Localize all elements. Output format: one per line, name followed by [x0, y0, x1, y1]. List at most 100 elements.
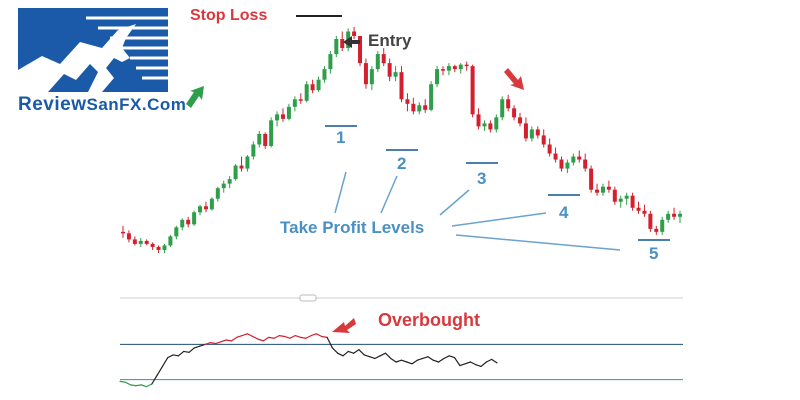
candle — [577, 150, 582, 163]
candle — [138, 237, 143, 247]
oscillator-segment — [145, 383, 153, 388]
candle — [245, 155, 250, 172]
candle — [269, 117, 274, 148]
candle — [239, 156, 244, 172]
candle-body — [518, 117, 523, 124]
oscillator-segment — [135, 384, 142, 387]
oscillator-segment — [491, 358, 498, 364]
candle — [571, 153, 576, 166]
candle — [227, 176, 232, 189]
pointer-line-2 — [380, 175, 398, 214]
candle-body — [523, 123, 528, 139]
candle-body — [399, 72, 404, 100]
oscillator-segment — [209, 342, 217, 345]
oscillator-segment — [368, 356, 376, 360]
candle-body — [192, 212, 197, 225]
candle — [132, 236, 137, 246]
brand-sub-text: SanFX.Com — [86, 95, 187, 114]
candle — [446, 63, 451, 76]
candle — [121, 225, 125, 238]
candle-body — [630, 195, 635, 208]
level-label-5: 5 — [649, 244, 659, 263]
candle-body — [411, 103, 416, 112]
candle-body — [126, 233, 131, 240]
candle-body — [529, 129, 534, 139]
candle-body — [571, 156, 576, 163]
candle-body — [138, 240, 143, 244]
candle — [358, 36, 363, 67]
candle-body — [636, 207, 641, 211]
candle-body — [654, 228, 659, 232]
oscillator-segment — [485, 358, 493, 363]
oscillator-segment — [305, 335, 312, 339]
candle — [275, 111, 280, 127]
candle — [233, 164, 238, 181]
oscillator-layer — [119, 333, 683, 388]
candle-body — [429, 84, 434, 110]
oscillator-segment — [204, 342, 211, 345]
candle — [280, 108, 285, 122]
candle — [310, 79, 315, 94]
candle — [304, 81, 309, 103]
candle — [144, 239, 149, 246]
oscillator-segment — [453, 357, 461, 367]
candle-body — [239, 165, 244, 169]
oscillator-segment — [257, 338, 264, 342]
candle — [458, 63, 463, 74]
candle-body — [541, 135, 546, 145]
candle — [654, 225, 659, 235]
oscillator-segment — [374, 355, 381, 360]
candle-body — [168, 236, 173, 246]
oscillator-segment — [225, 339, 233, 342]
candle — [322, 66, 327, 83]
candle-body — [132, 239, 137, 244]
candle-body — [180, 219, 185, 228]
oscillator-segment — [262, 336, 270, 342]
candle — [316, 76, 321, 92]
oscillator-segment — [416, 357, 424, 361]
candle — [452, 64, 457, 73]
candle — [156, 245, 161, 253]
candle — [298, 93, 303, 104]
candle-body — [642, 210, 647, 214]
candle-body — [606, 186, 611, 190]
candle-body — [512, 108, 517, 118]
oscillator-segment — [183, 350, 190, 353]
candle-body — [375, 54, 380, 70]
candle-body — [328, 54, 333, 70]
candle — [624, 192, 629, 205]
oscillator-segment — [459, 363, 466, 367]
candle — [215, 186, 220, 202]
oscillator-segment — [321, 335, 328, 338]
candle — [263, 132, 268, 149]
candle-body — [286, 106, 291, 119]
candle — [583, 153, 588, 172]
oscillator-segment — [161, 357, 169, 367]
candle — [417, 102, 422, 115]
oscillator-segment — [443, 355, 450, 360]
oscillator-segment — [246, 333, 254, 338]
candle — [375, 51, 380, 73]
candle-body — [672, 213, 677, 217]
trend-down-arrow-icon — [504, 68, 524, 90]
oscillator-segment — [475, 364, 482, 367]
candle — [488, 120, 493, 133]
candle — [221, 180, 226, 193]
oscillator-segment — [390, 357, 397, 363]
candle-body — [162, 245, 167, 250]
pointer-line-5 — [455, 234, 621, 251]
candle — [369, 66, 374, 91]
candle-body — [612, 189, 617, 202]
oscillator-segment — [268, 336, 275, 339]
oscillator-segment — [278, 335, 286, 338]
oscillator-segment — [406, 361, 413, 365]
divider-handle[interactable] — [299, 294, 317, 302]
oscillator-segment — [395, 359, 403, 363]
candle — [174, 225, 179, 240]
level-label-3: 3 — [477, 169, 487, 188]
candle — [559, 156, 564, 172]
candle — [411, 97, 416, 115]
candle — [464, 61, 469, 71]
